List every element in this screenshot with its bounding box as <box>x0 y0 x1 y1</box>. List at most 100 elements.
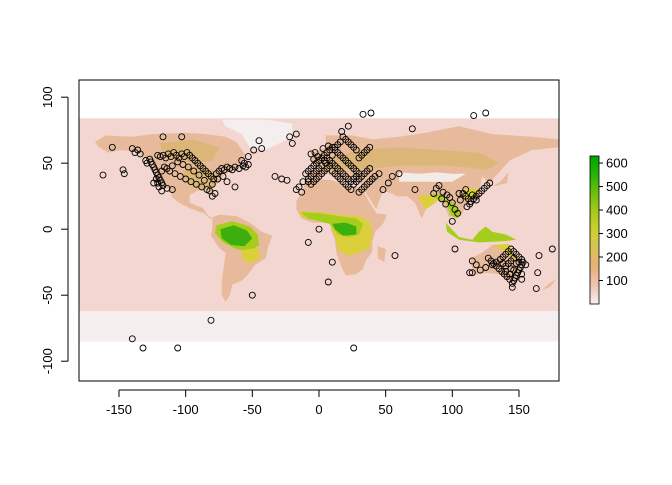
data-point <box>395 170 403 178</box>
data-point <box>522 261 530 269</box>
data-point <box>454 209 462 217</box>
data-point <box>307 172 315 180</box>
south-china <box>463 188 479 201</box>
data-point <box>231 183 239 191</box>
data-point <box>163 165 171 172</box>
central-asia-dry <box>399 172 466 182</box>
raster-layer <box>79 118 559 342</box>
data-point <box>339 133 347 141</box>
data-point <box>548 245 556 253</box>
data-point <box>388 172 396 180</box>
data-point <box>171 170 179 178</box>
data-point <box>250 146 258 154</box>
data-point <box>99 171 107 179</box>
legend-tick-label: 100 <box>606 273 628 288</box>
greenland <box>221 119 293 150</box>
data-point <box>448 199 456 207</box>
data-point <box>283 176 291 184</box>
data-point <box>359 110 367 118</box>
data-point <box>324 142 332 150</box>
plot-frame <box>78 79 560 382</box>
data-point <box>384 179 392 187</box>
x-tick-label: -50 <box>243 402 262 417</box>
data-point <box>472 261 480 269</box>
data-point <box>366 143 374 151</box>
indonesia <box>445 222 517 243</box>
data-point <box>292 130 300 138</box>
data-point <box>240 159 248 167</box>
data-point <box>155 183 163 191</box>
data-point <box>338 128 346 135</box>
data-point <box>486 179 494 187</box>
y-tick-label: -100 <box>40 348 55 374</box>
data-point <box>344 122 352 130</box>
data-point <box>448 217 456 225</box>
data-point <box>136 150 144 158</box>
x-tick-label: 100 <box>441 402 463 417</box>
data-point <box>168 186 176 194</box>
data-point <box>214 175 222 183</box>
data-point <box>168 162 176 170</box>
data-point <box>435 182 443 190</box>
data-point <box>468 269 476 277</box>
india <box>417 194 438 210</box>
data-point <box>311 149 319 157</box>
data-point <box>176 172 184 180</box>
legend-tick-label: 200 <box>606 250 628 265</box>
data-point <box>271 172 279 180</box>
data-point <box>379 186 387 194</box>
data-point <box>472 196 480 204</box>
data-point <box>391 252 399 260</box>
data-point <box>328 151 336 159</box>
data-point <box>178 133 186 141</box>
y-tick-label: 0 <box>40 226 55 233</box>
y-tick-label: 50 <box>40 156 55 170</box>
southeast-asia <box>445 200 461 219</box>
data-point <box>128 145 136 153</box>
data-point <box>255 137 263 145</box>
data-point <box>510 266 518 274</box>
data-point <box>347 186 355 194</box>
data-point <box>198 183 206 191</box>
madagascar <box>377 246 386 263</box>
y-axis: -100 -50 0 50 100 <box>40 86 69 374</box>
data-point <box>463 203 471 211</box>
data-point <box>154 179 162 187</box>
data-point <box>195 171 203 179</box>
x-tick-label: -100 <box>173 402 199 417</box>
data-point <box>288 139 296 147</box>
data-point <box>319 145 327 153</box>
data-point <box>231 163 239 171</box>
legend-border <box>589 155 600 305</box>
data-point <box>484 254 492 262</box>
data-point <box>223 178 231 186</box>
brazil-south <box>241 247 261 264</box>
data-point <box>307 150 315 158</box>
data-point <box>128 335 136 343</box>
data-point <box>295 183 303 191</box>
data-point <box>482 109 490 117</box>
data-point <box>244 161 252 168</box>
data-point <box>310 155 318 163</box>
data-point <box>476 266 484 274</box>
data-point <box>258 145 266 153</box>
data-point <box>159 133 167 141</box>
eurasia <box>305 126 559 219</box>
data-point <box>518 270 526 278</box>
data-point <box>179 161 187 168</box>
data-point <box>322 159 330 167</box>
legend-tick-label: 400 <box>606 203 628 218</box>
data-point <box>187 178 195 186</box>
data-point <box>208 192 216 200</box>
data-point <box>366 165 374 172</box>
data-point <box>470 112 478 120</box>
data-point <box>350 344 358 352</box>
data-point <box>482 264 490 271</box>
data-point <box>299 178 307 186</box>
data-point <box>286 133 294 141</box>
x-tick-label: 150 <box>508 402 530 417</box>
data-point <box>139 344 147 352</box>
data-point <box>324 278 332 286</box>
